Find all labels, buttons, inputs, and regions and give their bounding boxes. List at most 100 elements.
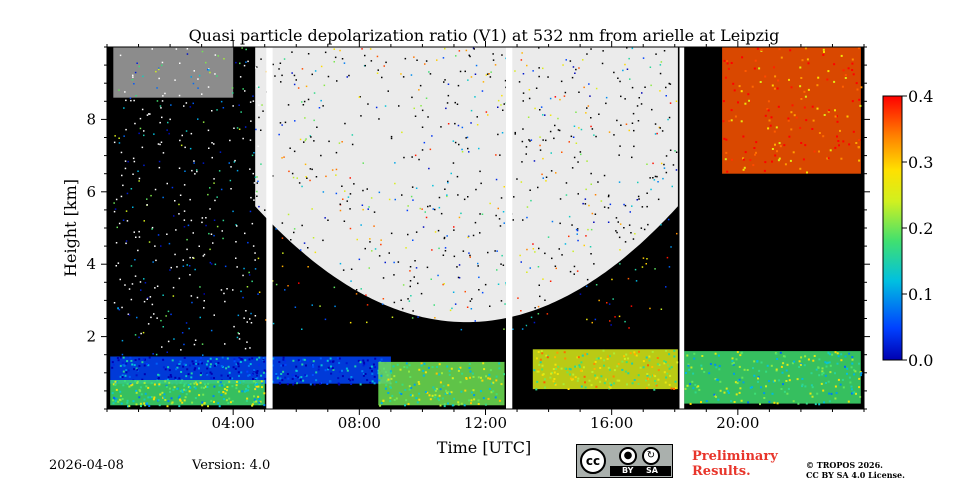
cc-license-badge[interactable]: cc ● ↻ BY SA [576, 444, 673, 478]
noise-dot [196, 169, 198, 171]
layer-cell [185, 375, 188, 378]
layer-cell [780, 56, 783, 59]
layer-cell [209, 371, 212, 374]
layer-cell [433, 396, 436, 399]
layer-cell [723, 137, 726, 140]
layer-cell [225, 367, 228, 370]
noise-dot [116, 226, 118, 229]
noise-dot [504, 303, 506, 305]
noise-dot [118, 308, 121, 311]
layer-cell [423, 362, 426, 365]
layer-cell [119, 394, 122, 397]
noise-dot [461, 151, 464, 153]
layer-cell [206, 385, 209, 388]
noise-dot [160, 141, 163, 143]
noise-dot [301, 101, 303, 103]
noise-dot [646, 192, 648, 194]
layer-cell [753, 67, 756, 70]
noise-dot [138, 180, 140, 182]
layer-cell [818, 358, 821, 361]
noise-dot [257, 324, 259, 326]
noise-dot [591, 321, 593, 324]
noise-dot [335, 174, 337, 176]
noise-dot [156, 317, 158, 319]
layer-cell [726, 60, 729, 63]
layer-cell [757, 380, 759, 383]
noise-dot [120, 151, 123, 154]
noise-dot [518, 81, 521, 83]
layer-cell [158, 383, 161, 386]
noise-dot [209, 208, 211, 210]
noise-dot [138, 132, 140, 135]
noise-dot [586, 285, 588, 288]
noise-dot [641, 266, 644, 268]
layer-cell [248, 374, 251, 376]
layer-cell [774, 143, 776, 146]
layer-cell [625, 361, 628, 364]
noise-dot [126, 220, 129, 222]
layer-cell [301, 363, 304, 366]
layer-cell [718, 368, 721, 371]
layer-cell [668, 367, 671, 370]
noise-dot [499, 225, 502, 227]
noise-dot [153, 133, 155, 135]
noise-dot [422, 226, 425, 228]
noise-dot [235, 257, 237, 259]
noise-dot [170, 104, 172, 106]
noise-dot [299, 138, 302, 141]
noise-dot [558, 129, 561, 132]
noise-dot [425, 60, 428, 62]
layer-cell [858, 159, 861, 162]
layer-cell [799, 167, 802, 170]
noise-dot [611, 278, 613, 281]
noise-dot [409, 270, 411, 272]
noise-dot [450, 172, 452, 175]
noise-dot [186, 53, 189, 55]
noise-dot [642, 307, 645, 310]
layer-cell [338, 357, 341, 360]
noise-dot [457, 276, 460, 279]
noise-dot [452, 291, 455, 293]
layer-cell [624, 370, 627, 373]
noise-dot [480, 182, 482, 185]
layer-cell [741, 376, 744, 379]
noise-dot [468, 151, 470, 153]
layer-cell [844, 74, 847, 77]
layer-cell [771, 392, 774, 395]
layer-cell [231, 400, 234, 403]
layer-cell [413, 383, 416, 386]
layer-cell [498, 362, 501, 365]
layer-cell [262, 358, 265, 361]
noise-dot [218, 170, 221, 172]
noise-dot [628, 327, 630, 329]
layer-cell [114, 400, 117, 403]
noise-dot [374, 248, 377, 250]
noise-dot [628, 224, 631, 226]
layer-cell [753, 147, 756, 149]
noise-dot [431, 135, 433, 137]
noise-dot [440, 126, 442, 128]
layer-cell [247, 386, 250, 389]
noise-dot [190, 295, 193, 297]
noise-dot [663, 163, 665, 166]
layer-cell [327, 366, 330, 369]
layer-cell [844, 77, 847, 79]
layer-cell [152, 398, 155, 401]
noise-dot [479, 232, 481, 234]
layer-cell [416, 401, 419, 404]
noise-dot [301, 224, 303, 227]
layer-cell [747, 93, 750, 96]
noise-dot [410, 295, 412, 297]
layer-cell [453, 397, 456, 400]
layer-cell [851, 69, 854, 71]
noise-dot [427, 205, 429, 208]
noise-dot [142, 75, 144, 78]
layer-cell [788, 78, 790, 81]
layer-cell [139, 386, 142, 389]
noise-dot [551, 257, 553, 260]
layer-cell [145, 363, 148, 365]
noise-dot [406, 209, 409, 212]
layer-cell [842, 140, 845, 143]
noise-dot [467, 236, 469, 239]
noise-dot [124, 284, 126, 286]
